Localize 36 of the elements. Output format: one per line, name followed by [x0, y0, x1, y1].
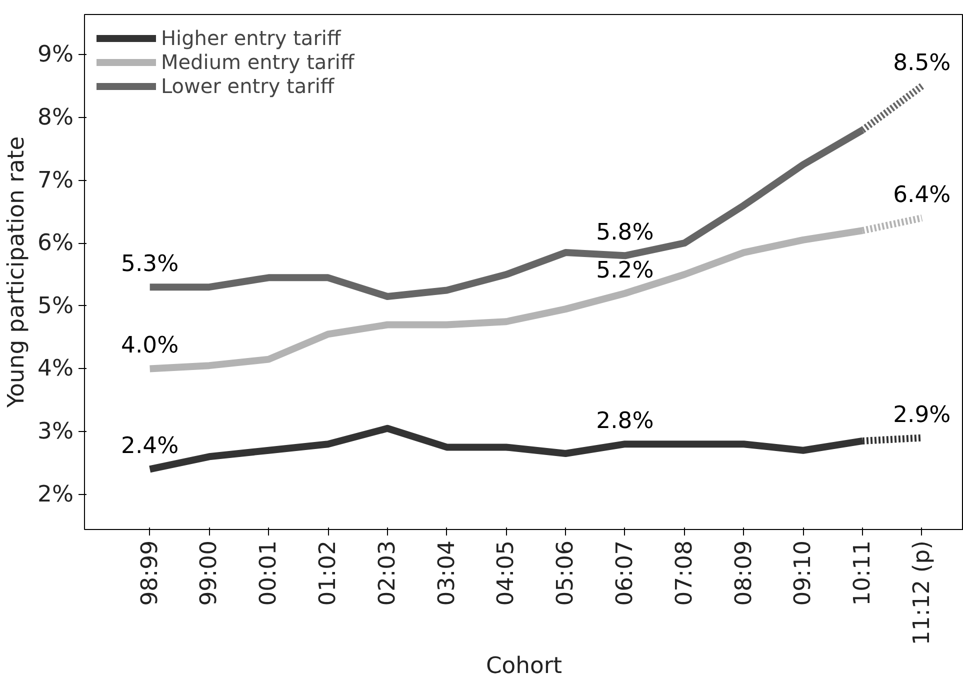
- x-tick-label: 99:00: [196, 540, 222, 606]
- x-tick-label: 10:11: [850, 540, 876, 606]
- data-label: 2.9%: [893, 402, 951, 428]
- data-label: 2.8%: [596, 408, 654, 434]
- y-tick-label: 7%: [38, 167, 74, 194]
- x-tick-label: 08:09: [730, 540, 757, 606]
- y-tick-label: 2%: [38, 481, 74, 508]
- data-label: 4.0%: [121, 332, 179, 359]
- data-label: 6.4%: [893, 182, 951, 208]
- x-tick-label: 03:04: [434, 540, 460, 606]
- x-tick-label: 98:99: [136, 540, 163, 606]
- data-label: 2.4%: [121, 433, 179, 460]
- y-axis-title: Young participation rate: [4, 136, 30, 409]
- y-tick-label: 3%: [38, 418, 74, 445]
- x-tick-label: 02:03: [374, 540, 400, 606]
- data-label: 5.8%: [596, 220, 654, 246]
- legend-label: Higher entry tariff: [161, 26, 341, 50]
- x-tick-label: 06:07: [612, 540, 638, 606]
- x-tick-label: 01:02: [315, 540, 342, 606]
- x-tick-label: 04:05: [493, 540, 520, 606]
- y-tick-label: 4%: [38, 356, 74, 382]
- data-label: 8.5%: [893, 50, 951, 76]
- y-tick-label: 9%: [38, 42, 74, 68]
- legend-label: Medium entry tariff: [161, 50, 354, 74]
- y-tick-label: 8%: [38, 104, 74, 130]
- x-tick-label: 09:10: [790, 540, 816, 606]
- y-tick-label: 5%: [38, 292, 74, 319]
- y-tick-label: 6%: [38, 230, 74, 256]
- x-tick-label: 00:01: [256, 540, 282, 606]
- data-label: 5.2%: [596, 257, 654, 284]
- legend-label: Lower entry tariff: [161, 74, 334, 98]
- x-axis-title: Cohort: [486, 653, 562, 680]
- x-tick-label: 07:08: [671, 540, 698, 606]
- data-label: 5.3%: [121, 251, 179, 278]
- x-tick-label: 11:12 (p): [908, 540, 935, 646]
- x-tick-label: 05:06: [552, 540, 579, 606]
